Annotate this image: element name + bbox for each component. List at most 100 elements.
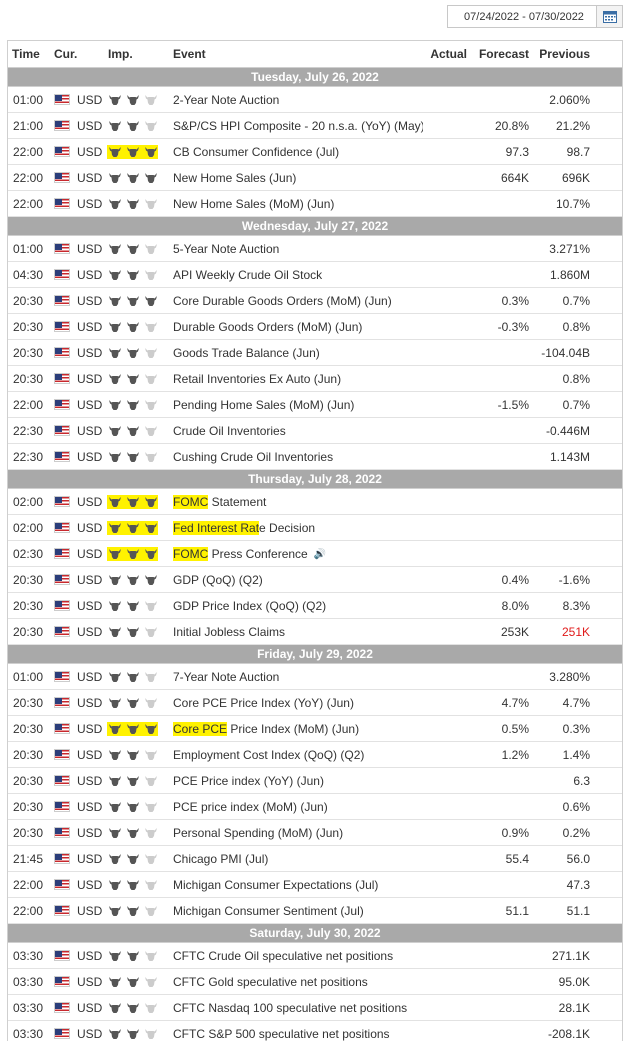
event-name[interactable]: Durable Goods Orders (MoM) (Jun)	[169, 320, 423, 334]
bull-icon	[107, 696, 122, 710]
event-row[interactable]: 20:30 USD Goods Trade Balance (Jun) -104…	[8, 340, 622, 366]
event-name[interactable]: CFTC Crude Oil speculative net positions	[169, 949, 423, 963]
event-row[interactable]: 20:30 USD Retail Inventories Ex Auto (Ju…	[8, 366, 622, 392]
event-name[interactable]: Initial Jobless Claims	[169, 625, 423, 639]
event-time: 20:30	[13, 825, 44, 840]
bull-icon	[107, 372, 122, 386]
event-row[interactable]: 22:00 USD New Home Sales (Jun) 664K 696K	[8, 165, 622, 191]
event-name[interactable]: Core PCE Price Index (MoM) (Jun)	[169, 721, 423, 736]
event-name[interactable]: Michigan Consumer Sentiment (Jul)	[169, 904, 423, 918]
event-row[interactable]: 01:00 USD 5-Year Note Auction 3.271%	[8, 236, 622, 262]
event-time: 02:00	[13, 520, 44, 535]
event-row[interactable]: 03:30 USD CFTC Nasdaq 100 speculative ne…	[8, 995, 622, 1021]
event-row[interactable]: 22:00 USD Michigan Consumer Sentiment (J…	[8, 898, 622, 924]
event-row[interactable]: 20:30 USD GDP Price Index (QoQ) (Q2) 8.0…	[8, 593, 622, 619]
event-row[interactable]: 22:00 USD Pending Home Sales (MoM) (Jun)…	[8, 392, 622, 418]
event-name[interactable]: FOMC Statement	[169, 494, 423, 509]
event-row[interactable]: 02:00 USD FOMC Statement	[8, 489, 622, 515]
bull-icon	[107, 1001, 122, 1015]
col-time[interactable]: Time	[12, 47, 40, 61]
event-row[interactable]: 22:00 USD New Home Sales (MoM) (Jun) 10.…	[8, 191, 622, 217]
event-name[interactable]: Michigan Consumer Expectations (Jul)	[169, 878, 423, 892]
event-row[interactable]: 20:30 USD Durable Goods Orders (MoM) (Ju…	[8, 314, 622, 340]
event-time: 22:30	[13, 449, 44, 464]
event-row[interactable]: 22:30 USD Crude Oil Inventories -0.446M	[8, 418, 622, 444]
event-name[interactable]: GDP (QoQ) (Q2)	[169, 573, 423, 587]
event-row[interactable]: 20:30 USD PCE Price index (YoY) (Jun) 6.…	[8, 768, 622, 794]
col-forecast[interactable]: Forecast	[478, 47, 529, 61]
event-name[interactable]: Crude Oil Inventories	[169, 424, 423, 438]
event-name[interactable]: Pending Home Sales (MoM) (Jun)	[169, 398, 423, 412]
event-currency: USD	[54, 242, 106, 256]
currency-code: USD	[77, 144, 103, 159]
event-row[interactable]: 03:30 USD CFTC Gold speculative net posi…	[8, 969, 622, 995]
event-name[interactable]: New Home Sales (Jun)	[169, 171, 423, 185]
event-currency: USD	[54, 625, 106, 639]
event-row[interactable]: 21:00 USD S&P/CS HPI Composite - 20 n.s.…	[8, 113, 622, 139]
event-time: 01:00	[13, 241, 44, 256]
bull-icon	[107, 573, 122, 587]
event-name[interactable]: Employment Cost Index (QoQ) (Q2)	[169, 748, 423, 762]
date-range-picker[interactable]: 07/24/2022 - 07/30/2022	[447, 5, 623, 28]
col-importance[interactable]: Imp.	[108, 47, 133, 61]
event-row[interactable]: 04:30 USD API Weekly Crude Oil Stock 1.8…	[8, 262, 622, 288]
event-row[interactable]: 22:30 USD Cushing Crude Oil Inventories …	[8, 444, 622, 470]
event-name[interactable]: Core PCE Price Index (YoY) (Jun)	[169, 696, 423, 710]
bull-icon	[125, 975, 140, 989]
event-name[interactable]: CFTC S&P 500 speculative net positions	[169, 1027, 423, 1041]
bull-icon	[125, 722, 140, 736]
event-row[interactable]: 03:30 USD CFTC Crude Oil speculative net…	[8, 943, 622, 969]
event-row[interactable]: 21:45 USD Chicago PMI (Jul) 55.4 56.0	[8, 846, 622, 872]
col-previous[interactable]: Previous	[539, 47, 590, 61]
calendar-icon[interactable]	[596, 6, 622, 27]
col-event[interactable]: Event	[173, 47, 206, 61]
event-name[interactable]: Goods Trade Balance (Jun)	[169, 346, 423, 360]
us-flag-icon	[54, 697, 70, 708]
event-row[interactable]: 01:00 USD 2-Year Note Auction 2.060%	[8, 87, 622, 113]
currency-code: USD	[77, 773, 103, 788]
event-name[interactable]: PCE price index (MoM) (Jun)	[169, 800, 423, 814]
col-currency[interactable]: Cur.	[54, 47, 78, 61]
event-currency: USD	[54, 547, 106, 561]
event-name[interactable]: Cushing Crude Oil Inventories	[169, 450, 423, 464]
event-row[interactable]: 20:30 USD Initial Jobless Claims 253K 25…	[8, 619, 622, 645]
event-row[interactable]: 02:00 USD Fed Interest Rate Decision	[8, 515, 622, 541]
event-name[interactable]: PCE Price index (YoY) (Jun)	[169, 774, 423, 788]
event-time: 20:30	[13, 319, 44, 334]
event-name[interactable]: CB Consumer Confidence (Jul)	[169, 145, 423, 159]
event-row[interactable]: 20:30 USD GDP (QoQ) (Q2) 0.4% -1.6%	[8, 567, 622, 593]
event-row[interactable]: 01:00 USD 7-Year Note Auction 3.280%	[8, 664, 622, 690]
event-name[interactable]: New Home Sales (MoM) (Jun)	[169, 197, 423, 211]
event-name[interactable]: Core Durable Goods Orders (MoM) (Jun)	[169, 294, 423, 308]
event-row[interactable]: 20:30 USD Employment Cost Index (QoQ) (Q…	[8, 742, 622, 768]
event-name[interactable]: CFTC Nasdaq 100 speculative net position…	[169, 1001, 423, 1015]
event-name[interactable]: S&P/CS HPI Composite - 20 n.s.a. (YoY) (…	[169, 119, 423, 133]
event-row[interactable]: 20:30 USD PCE price index (MoM) (Jun) 0.…	[8, 794, 622, 820]
event-row[interactable]: 22:00 USD CB Consumer Confidence (Jul) 9…	[8, 139, 622, 165]
event-name[interactable]: 2-Year Note Auction	[169, 93, 423, 107]
event-name[interactable]: Retail Inventories Ex Auto (Jun)	[169, 372, 423, 386]
bull-icon	[125, 826, 140, 840]
event-currency: USD	[54, 748, 106, 762]
event-name[interactable]: Chicago PMI (Jul)	[169, 852, 423, 866]
event-row[interactable]: 02:30 USD FOMC Press Conference 🔊	[8, 541, 622, 567]
event-name[interactable]: CFTC Gold speculative net positions	[169, 975, 423, 989]
event-row[interactable]: 20:30 USD Core PCE Price Index (MoM) (Ju…	[8, 716, 622, 742]
event-name[interactable]: Fed Interest Rate Decision	[169, 520, 423, 535]
bull-icon	[143, 949, 158, 963]
event-row[interactable]: 22:00 USD Michigan Consumer Expectations…	[8, 872, 622, 898]
event-row[interactable]: 20:30 USD Core PCE Price Index (YoY) (Ju…	[8, 690, 622, 716]
importance-rating	[106, 670, 169, 684]
event-name[interactable]: GDP Price Index (QoQ) (Q2)	[169, 599, 423, 613]
col-actual[interactable]: Actual	[430, 47, 467, 61]
event-row[interactable]: 03:30 USD CFTC S&P 500 speculative net p…	[8, 1021, 622, 1041]
event-name[interactable]: FOMC Press Conference 🔊	[169, 546, 423, 561]
event-name[interactable]: Personal Spending (MoM) (Jun)	[169, 826, 423, 840]
event-name[interactable]: 7-Year Note Auction	[169, 670, 423, 684]
event-name[interactable]: 5-Year Note Auction	[169, 242, 423, 256]
event-row[interactable]: 20:30 USD Personal Spending (MoM) (Jun) …	[8, 820, 622, 846]
event-name[interactable]: API Weekly Crude Oil Stock	[169, 268, 423, 282]
us-flag-icon	[54, 295, 70, 306]
event-row[interactable]: 20:30 USD Core Durable Goods Orders (MoM…	[8, 288, 622, 314]
bull-icon	[143, 145, 158, 159]
